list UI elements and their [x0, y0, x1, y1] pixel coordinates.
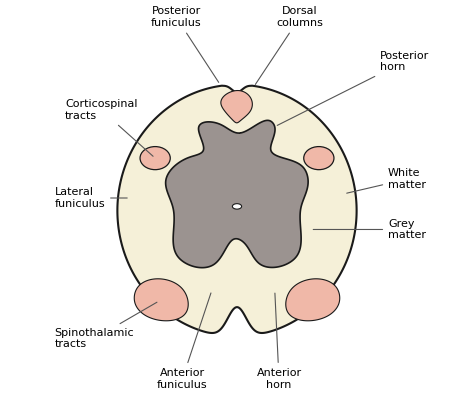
- Polygon shape: [286, 279, 340, 321]
- Text: Lateral
funiculus: Lateral funiculus: [55, 187, 127, 209]
- Text: Spinothalamic
tracts: Spinothalamic tracts: [55, 302, 157, 349]
- Text: Dorsal
columns: Dorsal columns: [255, 6, 323, 84]
- Ellipse shape: [140, 147, 170, 169]
- Text: Posterior
horn: Posterior horn: [277, 51, 429, 126]
- Polygon shape: [221, 91, 252, 123]
- Text: White
matter: White matter: [347, 168, 426, 193]
- Polygon shape: [165, 120, 308, 268]
- Polygon shape: [134, 279, 188, 321]
- Text: Posterior
funiculus: Posterior funiculus: [151, 6, 219, 82]
- Ellipse shape: [232, 204, 242, 209]
- Text: Anterior
funiculus: Anterior funiculus: [157, 293, 211, 390]
- Ellipse shape: [304, 147, 334, 169]
- Polygon shape: [118, 86, 356, 333]
- Text: Grey
matter: Grey matter: [313, 219, 426, 240]
- Text: Corticospinal
tracts: Corticospinal tracts: [65, 99, 153, 156]
- Text: Anterior
horn: Anterior horn: [256, 293, 301, 390]
